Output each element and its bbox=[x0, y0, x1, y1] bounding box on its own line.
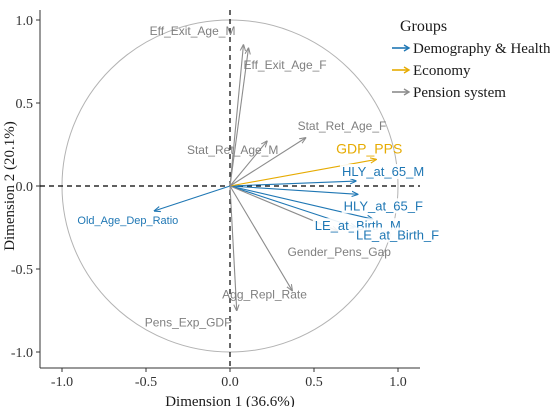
label-stat-ret-age-m: Stat_Ret_Age_M bbox=[187, 143, 278, 157]
arrow-stat-ret-age-m bbox=[229, 141, 267, 187]
legend: Groups Demography & Health Economy Pension … bbox=[392, 18, 550, 101]
x-axis-title: Dimension 1 (36.6%) bbox=[165, 394, 295, 407]
label-background bbox=[341, 198, 425, 214]
arrow-hly-at-65-m bbox=[229, 181, 356, 187]
y-tick-label: -1.0 bbox=[11, 346, 33, 361]
y-tick-label: 1.0 bbox=[16, 14, 34, 29]
arrow-pens-exp-gdp bbox=[229, 185, 237, 311]
y-tick-label: 0.0 bbox=[16, 180, 34, 195]
legend-label-pension-system: Pension system bbox=[413, 85, 506, 101]
label-pens-exp-gdp: Pens_Exp_GDP bbox=[145, 316, 232, 330]
label-agg-repl-rate: Agg_Repl_Rate bbox=[222, 288, 307, 302]
x-tick-label: 0.0 bbox=[221, 375, 239, 390]
axes: -1.0 -0.5 0.0 0.5 1.0 -1.0 -0.5 0.0 0.5 1.0 Dimens… bbox=[2, 10, 420, 407]
variable-arrows bbox=[154, 45, 376, 311]
label-eff-exit-age-f: Eff_Exit_Age_F bbox=[243, 58, 326, 72]
label-background bbox=[340, 164, 427, 180]
arrow-le-at-birth-m bbox=[229, 185, 373, 219]
y-axis-title: Dimension 2 (20.1%) bbox=[2, 121, 18, 251]
y-tick-label: -0.5 bbox=[11, 263, 33, 278]
x-tick-label: 1.0 bbox=[389, 375, 407, 390]
label-hly-at-65-f: HLY_at_65_F bbox=[344, 198, 423, 213]
arrow-hly-at-65-f bbox=[229, 185, 358, 194]
arrow-gdp-pps bbox=[229, 159, 376, 187]
x-tick-label: 0.5 bbox=[305, 375, 323, 390]
arrow-eff-exit-age-f bbox=[229, 48, 248, 187]
label-gender-pens-gap: Gender_Pens_Gap bbox=[288, 245, 392, 259]
x-tick-label: -0.5 bbox=[135, 375, 157, 390]
arrow-stat-ret-age-f bbox=[229, 138, 306, 187]
arrow-old-age-dep-ratio bbox=[154, 185, 231, 211]
arrow-agg-repl-rate bbox=[229, 185, 292, 291]
label-background bbox=[75, 214, 181, 227]
y-tick-label: 0.5 bbox=[16, 97, 34, 112]
label-gdp-pps: GDP_PPS bbox=[336, 140, 402, 156]
legend-title: Groups bbox=[400, 18, 447, 35]
arrow-eff-exit-age-m bbox=[229, 45, 243, 187]
label-background bbox=[354, 227, 442, 243]
label-hly-at-65-m: HLY_at_65_M bbox=[342, 164, 424, 179]
legend-key-arrowhead bbox=[403, 88, 411, 96]
label-stat-ret-age-f: Stat_Ret_Age_F bbox=[298, 119, 387, 133]
x-tick-label: -1.0 bbox=[51, 375, 73, 390]
legend-key-arrowhead bbox=[403, 44, 411, 52]
legend-key-arrowhead bbox=[403, 66, 411, 74]
label-le-at-birth-f: LE_at_Birth_F bbox=[356, 228, 439, 243]
variable-labels: HLY_at_65_MHLY_at_65_FLE_at_Birth_MLE_at… bbox=[75, 24, 442, 330]
legend-label-economy: Economy bbox=[413, 63, 471, 79]
legend-label-demography-health: Demography & Health bbox=[413, 41, 550, 57]
label-old-age-dep-ratio: Old_Age_Dep_Ratio bbox=[77, 215, 178, 227]
label-eff-exit-age-m: Eff_Exit_Age_M bbox=[150, 24, 236, 38]
